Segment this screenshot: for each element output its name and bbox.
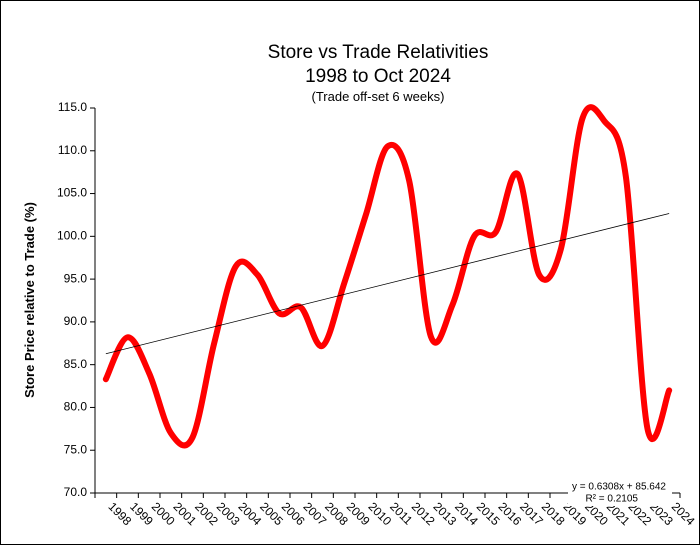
y-tick-label: 105.0	[57, 186, 87, 200]
chart-note: (Trade off-set 6 weeks)	[312, 89, 445, 104]
y-tick-label: 70.0	[64, 485, 88, 499]
y-tick-label: 90.0	[64, 314, 88, 328]
y-tick-label: 100.0	[57, 229, 87, 243]
y-tick-label: 110.0	[58, 143, 87, 157]
y-tick-label: 85.0	[64, 357, 88, 371]
data-line	[102, 104, 673, 449]
y-tick-label: 115.0	[58, 100, 87, 114]
trend-r2: R² = 0.2105	[585, 494, 638, 505]
chart-subtitle: 1998 to Oct 2024	[305, 66, 451, 87]
y-tick-label: 80.0	[64, 400, 88, 414]
y-tick-label: 95.0	[64, 271, 88, 285]
y-axis-label: Store Price relative to Trade (%)	[22, 202, 37, 398]
trend-line	[105, 213, 670, 355]
trend-label-box	[568, 478, 672, 506]
trend-equation: y = 0.6308x + 85.642	[572, 482, 666, 493]
y-tick-label: 75.0	[64, 442, 88, 456]
chart-title: Store vs Trade Relativities	[268, 42, 489, 63]
